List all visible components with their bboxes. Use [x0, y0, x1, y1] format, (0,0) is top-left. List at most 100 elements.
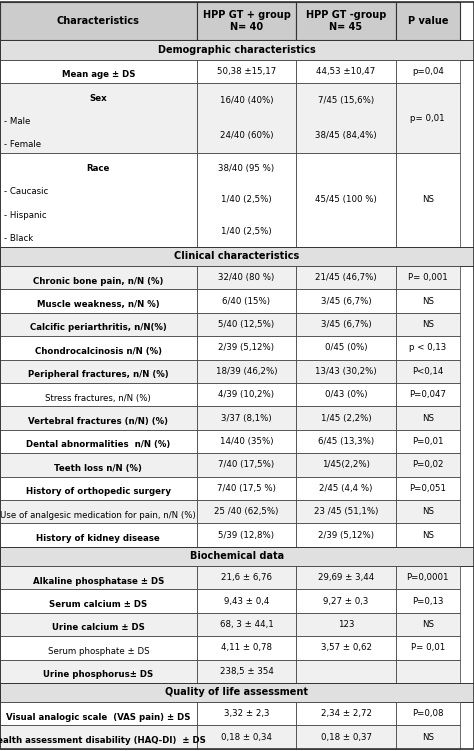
Text: P= 0,001: P= 0,001	[408, 273, 447, 282]
Text: 5/40 (12,5%): 5/40 (12,5%)	[219, 320, 274, 329]
Text: 50,38 ±15,17: 50,38 ±15,17	[217, 67, 276, 76]
Bar	[0, 566, 197, 590]
Text: Vertebral fractures (n/N) (%): Vertebral fractures (n/N) (%)	[28, 417, 168, 426]
Bar	[396, 59, 460, 83]
Text: 1/40 (2,5%): 1/40 (2,5%)	[221, 227, 272, 236]
Text: 13/43 (30,2%): 13/43 (30,2%)	[315, 366, 377, 376]
Bar	[296, 406, 396, 430]
Text: Health assessment disability (HAQ-DI)  ± DS: Health assessment disability (HAQ-DI) ± …	[0, 736, 206, 745]
Text: 3/45 (6,7%): 3/45 (6,7%)	[321, 320, 371, 329]
Bar	[197, 59, 296, 83]
Text: Chronic bone pain, n/N (%): Chronic bone pain, n/N (%)	[33, 276, 164, 285]
Bar	[0, 683, 474, 702]
Text: 1/40 (2,5%): 1/40 (2,5%)	[221, 195, 272, 204]
Text: HPP GT + group
N= 40: HPP GT + group N= 40	[202, 11, 291, 32]
Bar	[0, 523, 197, 547]
Bar	[396, 702, 460, 725]
Text: NS: NS	[422, 195, 434, 204]
Text: P=0,01: P=0,01	[412, 437, 444, 446]
Bar	[396, 725, 460, 749]
Bar	[0, 247, 474, 266]
Text: 2/45 (4,4 %): 2/45 (4,4 %)	[319, 484, 373, 493]
Text: 2,34 ± 2,72: 2,34 ± 2,72	[320, 709, 372, 718]
Bar	[396, 500, 460, 523]
Text: 3,32 ± 2,3: 3,32 ± 2,3	[224, 709, 269, 718]
Text: Muscle weakness, n/N %): Muscle weakness, n/N %)	[37, 300, 160, 309]
Bar	[197, 725, 296, 749]
Text: Urine calcium ± DS: Urine calcium ± DS	[52, 623, 145, 632]
Text: P<0,14: P<0,14	[412, 366, 444, 376]
Bar	[0, 453, 197, 477]
Text: Visual analogic scale  (VAS pain) ± DS: Visual analogic scale (VAS pain) ± DS	[6, 713, 191, 722]
Bar	[396, 566, 460, 590]
Text: - Caucasic: - Caucasic	[4, 187, 48, 196]
Text: 238,5 ± 354: 238,5 ± 354	[219, 667, 273, 676]
Bar	[396, 477, 460, 500]
Bar	[296, 702, 396, 725]
Text: Mean age ± DS: Mean age ± DS	[62, 71, 135, 80]
Bar	[296, 725, 396, 749]
Bar	[0, 153, 197, 247]
Text: 1/45(2,2%): 1/45(2,2%)	[322, 460, 370, 469]
Bar	[197, 289, 296, 312]
Text: Teeth loss n/N (%): Teeth loss n/N (%)	[55, 464, 142, 473]
Text: 0,18 ± 0,37: 0,18 ± 0,37	[320, 733, 372, 742]
Text: 2/39 (5,12%): 2/39 (5,12%)	[219, 343, 274, 352]
Bar	[296, 613, 396, 636]
Text: Dental abnormalities  n/N (%): Dental abnormalities n/N (%)	[26, 441, 171, 449]
Bar	[0, 406, 197, 430]
Text: 1/45 (2,2%): 1/45 (2,2%)	[321, 414, 371, 423]
Bar	[296, 336, 396, 360]
Bar	[396, 590, 460, 613]
Bar	[197, 566, 296, 590]
Text: NS: NS	[422, 320, 434, 329]
Text: 21,6 ± 6,76: 21,6 ± 6,76	[221, 573, 272, 582]
Bar	[296, 477, 396, 500]
Text: 23 /45 (51,1%): 23 /45 (51,1%)	[314, 507, 378, 516]
Bar	[296, 312, 396, 336]
Text: 18/39 (46,2%): 18/39 (46,2%)	[216, 366, 277, 376]
Text: P= 0,01: P= 0,01	[410, 644, 445, 653]
Text: NS: NS	[422, 620, 434, 629]
Text: Race: Race	[87, 164, 110, 173]
Text: p=0,04: p=0,04	[412, 67, 444, 76]
Text: Characteristics: Characteristics	[57, 17, 140, 26]
Text: p= 0,01: p= 0,01	[410, 113, 445, 122]
Text: 38/45 (84,4%): 38/45 (84,4%)	[315, 131, 377, 140]
Text: Urine phosphorus± DS: Urine phosphorus± DS	[43, 670, 154, 679]
Text: 32/40 (80 %): 32/40 (80 %)	[219, 273, 274, 282]
Text: 29,69 ± 3,44: 29,69 ± 3,44	[318, 573, 374, 582]
Text: 21/45 (46,7%): 21/45 (46,7%)	[315, 273, 377, 282]
Text: Stress fractures, n/N (%): Stress fractures, n/N (%)	[46, 394, 151, 403]
Bar	[0, 289, 197, 312]
Text: Alkaline phosphatase ± DS: Alkaline phosphatase ± DS	[33, 577, 164, 586]
Bar	[0, 383, 197, 406]
Bar	[396, 2, 460, 41]
Bar	[0, 500, 197, 523]
Text: 3,57 ± 0,62: 3,57 ± 0,62	[320, 644, 372, 653]
Text: Calcific periarthritis, n/N(%): Calcific periarthritis, n/N(%)	[30, 324, 167, 333]
Bar	[396, 312, 460, 336]
Text: P=0,02: P=0,02	[412, 460, 444, 469]
Bar	[396, 360, 460, 383]
Text: NS: NS	[422, 297, 434, 306]
Text: 6/45 (13,3%): 6/45 (13,3%)	[318, 437, 374, 446]
Bar	[197, 383, 296, 406]
Bar	[0, 312, 197, 336]
Bar	[0, 41, 474, 59]
Text: 45/45 (100 %): 45/45 (100 %)	[315, 195, 377, 204]
Text: 0/43 (0%): 0/43 (0%)	[325, 391, 367, 399]
Text: P=0,0001: P=0,0001	[407, 573, 449, 582]
Text: 9,43 ± 0,4: 9,43 ± 0,4	[224, 596, 269, 605]
Text: NS: NS	[422, 414, 434, 423]
Bar	[0, 2, 197, 41]
Bar	[296, 523, 396, 547]
Bar	[197, 312, 296, 336]
Bar	[0, 702, 197, 725]
Text: 7/40 (17,5%): 7/40 (17,5%)	[219, 460, 274, 469]
Text: Demographic characteristics: Demographic characteristics	[158, 45, 316, 55]
Bar	[296, 383, 396, 406]
Bar	[296, 636, 396, 659]
Text: History of orthopedic surgery: History of orthopedic surgery	[26, 487, 171, 496]
Text: 9,27 ± 0,3: 9,27 ± 0,3	[323, 596, 369, 605]
